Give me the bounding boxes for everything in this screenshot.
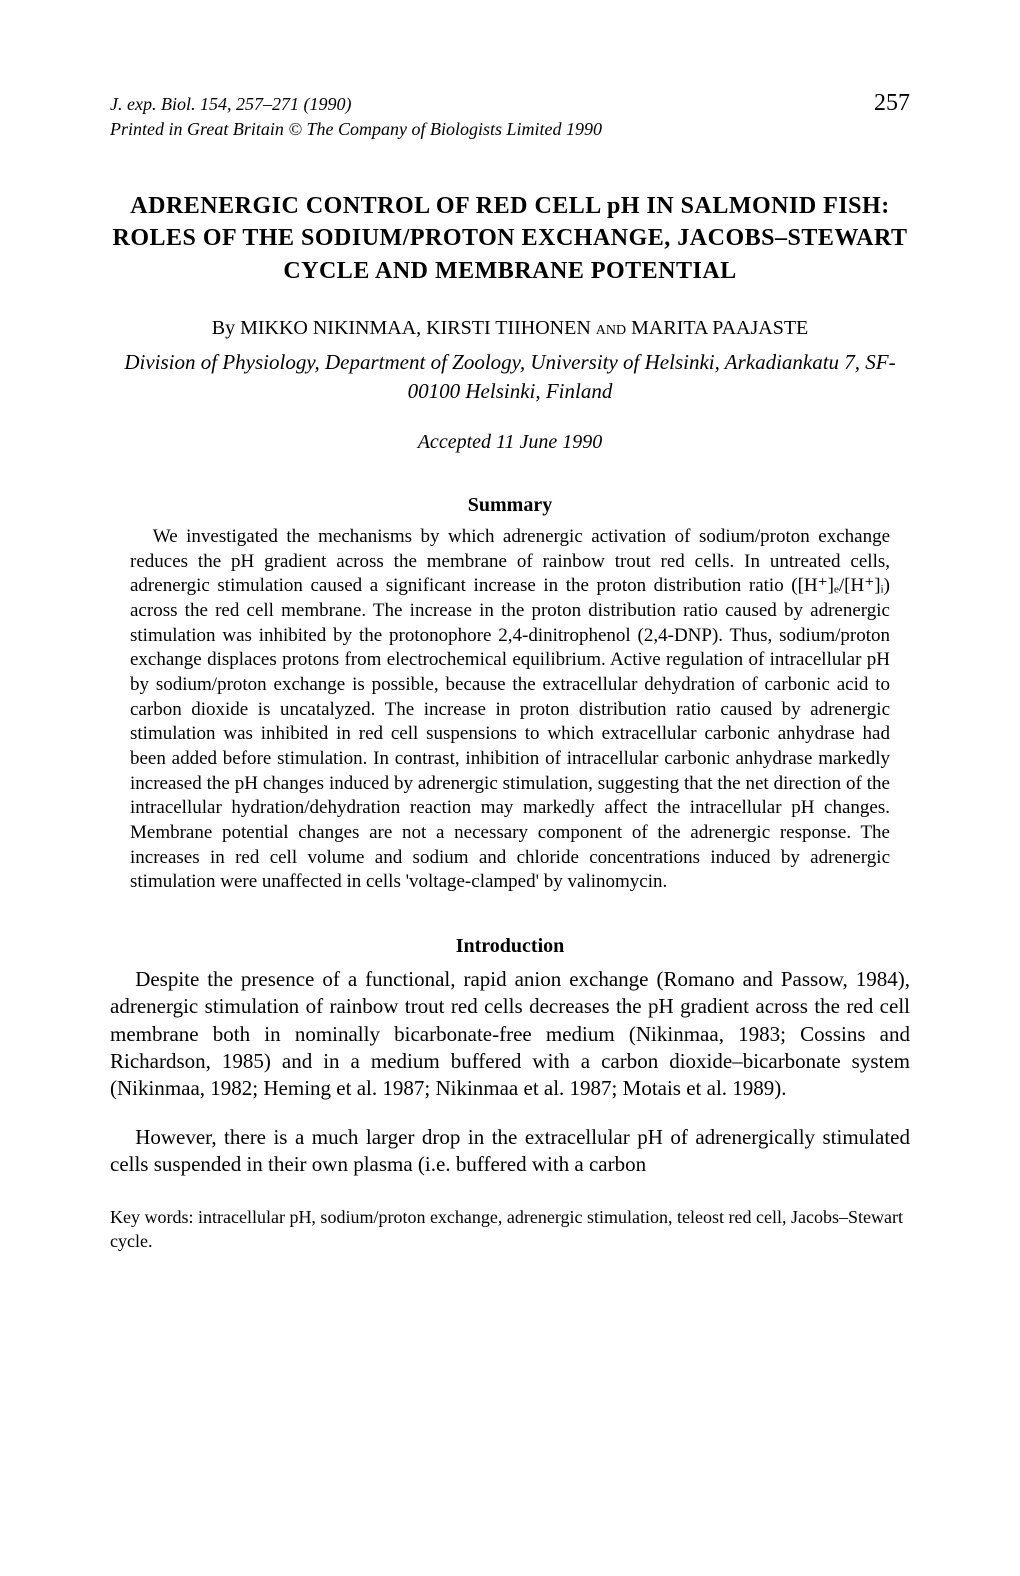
author-last: MARITA PAAJASTE (631, 317, 808, 339)
affiliation: Division of Physiology, Department of Zo… (110, 348, 910, 405)
author-names: MIKKO NIKINMAA, KIRSTI TIIHONEN (240, 317, 591, 339)
keywords: Key words: intracellular pH, sodium/prot… (110, 1206, 910, 1253)
running-header: J. exp. Biol. 154, 257–271 (1990) 257 (110, 90, 910, 117)
intro-paragraph-1: Despite the presence of a functional, ra… (110, 966, 910, 1102)
page: J. exp. Biol. 154, 257–271 (1990) 257 Pr… (0, 0, 1020, 1333)
printed-line: Printed in Great Britain © The Company o… (110, 119, 910, 140)
introduction-heading: Introduction (110, 935, 910, 958)
and-separator: and (591, 317, 631, 339)
journal-citation: J. exp. Biol. 154, 257–271 (1990) (110, 94, 351, 115)
accepted-date: Accepted 11 June 1990 (110, 431, 910, 454)
by-prefix: By (212, 317, 240, 339)
intro-paragraph-2: However, there is a much larger drop in … (110, 1124, 910, 1179)
summary-text: We investigated the mechanisms by which … (130, 525, 890, 895)
article-title: ADRENERGIC CONTROL OF RED CELL pH IN SAL… (110, 190, 910, 287)
author-line: By MIKKO NIKINMAA, KIRSTI TIIHONEN and M… (110, 317, 910, 340)
page-number: 257 (874, 90, 910, 117)
summary-heading: Summary (110, 494, 910, 517)
